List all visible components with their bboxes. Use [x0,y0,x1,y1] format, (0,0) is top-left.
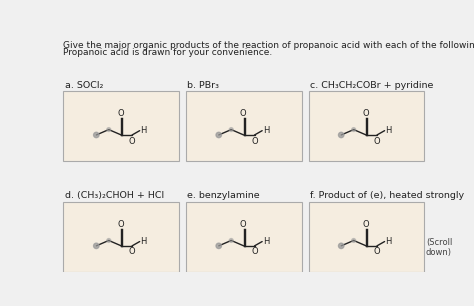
Circle shape [216,243,221,248]
FancyBboxPatch shape [309,91,423,162]
Text: d. (CH₃)₂CHOH + HCl: d. (CH₃)₂CHOH + HCl [64,192,164,200]
Circle shape [352,128,356,132]
Circle shape [338,132,344,138]
Text: b. PBr₃: b. PBr₃ [187,80,219,90]
Circle shape [338,243,344,248]
FancyBboxPatch shape [63,201,179,272]
Text: H: H [263,237,269,246]
Text: O: O [374,247,380,256]
Text: O: O [251,247,258,256]
Text: H: H [385,237,392,246]
Circle shape [107,128,111,132]
Text: (Scroll
down): (Scroll down) [426,238,452,257]
Text: e. benzylamine: e. benzylamine [187,192,260,200]
Text: c. CH₃CH₂COBr + pyridine: c. CH₃CH₂COBr + pyridine [310,80,434,90]
FancyBboxPatch shape [186,91,302,162]
FancyBboxPatch shape [309,201,423,272]
Circle shape [93,243,99,248]
Circle shape [107,239,111,242]
Text: a. SOCl₂: a. SOCl₂ [64,80,103,90]
Text: O: O [129,136,136,146]
Circle shape [93,132,99,138]
Text: H: H [263,126,269,135]
FancyBboxPatch shape [186,201,302,272]
Text: f. Product of (e), heated strongly: f. Product of (e), heated strongly [310,192,465,200]
Circle shape [216,132,221,138]
Text: O: O [117,109,124,118]
Text: O: O [362,109,369,118]
Circle shape [352,239,356,242]
Text: O: O [362,220,369,229]
Text: Propanoic acid is drawn for your convenience.: Propanoic acid is drawn for your conveni… [63,48,273,57]
Circle shape [229,239,233,242]
Text: H: H [140,237,147,246]
Text: O: O [240,109,246,118]
FancyBboxPatch shape [63,91,179,162]
Text: O: O [240,220,246,229]
Circle shape [229,128,233,132]
Text: O: O [117,220,124,229]
Text: H: H [385,126,392,135]
Text: O: O [251,136,258,146]
Text: H: H [140,126,147,135]
Text: Give the major organic products of the reaction of propanoic acid with each of t: Give the major organic products of the r… [63,41,474,50]
Text: O: O [374,136,380,146]
Text: O: O [129,247,136,256]
